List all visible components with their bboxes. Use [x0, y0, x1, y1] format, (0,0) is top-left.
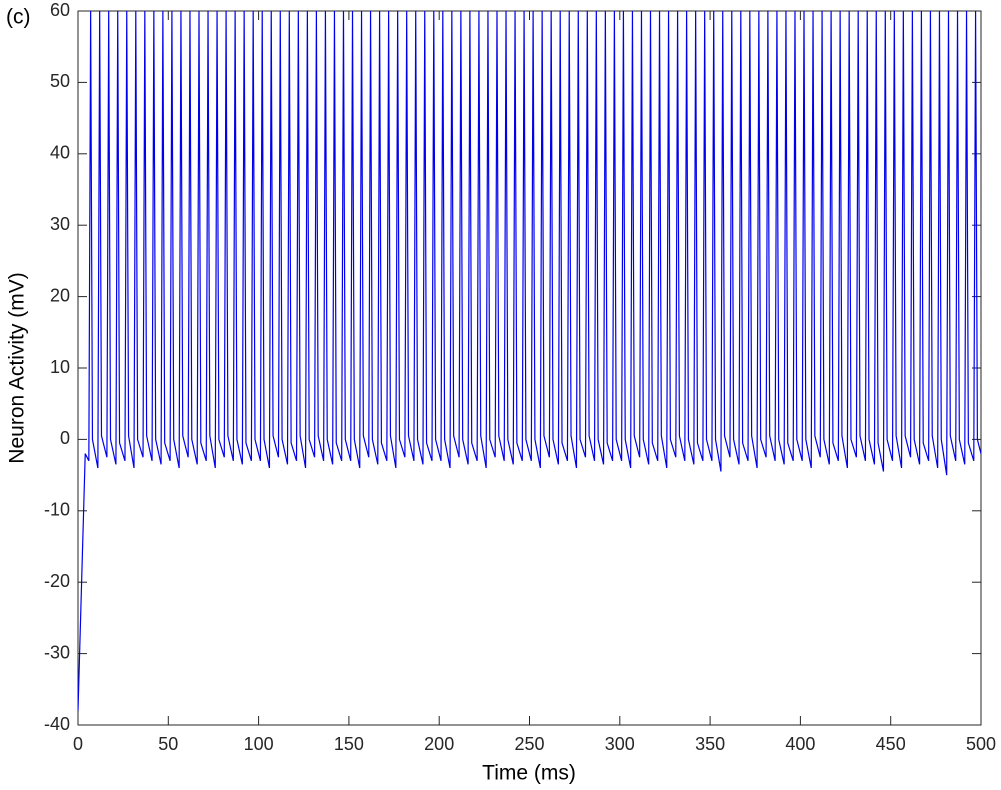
y-tick-label: 20: [50, 285, 70, 305]
y-tick-label: 0: [60, 428, 70, 448]
y-tick-label: 50: [50, 71, 70, 91]
x-tick-label: 150: [334, 734, 364, 754]
x-tick-label: 0: [73, 734, 83, 754]
x-tick-label: 250: [514, 734, 544, 754]
plot-area: [77, 10, 982, 726]
y-tick-label: 60: [50, 0, 70, 20]
x-tick-label: 500: [966, 734, 996, 754]
y-tick-label: -30: [44, 642, 70, 662]
x-tick-label: 400: [785, 734, 815, 754]
y-tick-label: 40: [50, 143, 70, 163]
y-tick-label: 10: [50, 357, 70, 377]
data-line: [78, 11, 981, 711]
y-axis-label: Neuron Activity (mV): [6, 272, 29, 463]
y-tick-label: 30: [50, 214, 70, 234]
y-tick-label: -40: [44, 714, 70, 734]
x-tick-label: 100: [244, 734, 274, 754]
x-tick-label: 300: [605, 734, 635, 754]
x-tick-label: 200: [424, 734, 454, 754]
x-tick-label: 450: [876, 734, 906, 754]
x-tick-label: 50: [158, 734, 178, 754]
y-tick-label: -10: [44, 500, 70, 520]
y-tick-label: -20: [44, 571, 70, 591]
x-axis-label: Time (ms): [482, 762, 576, 785]
panel-label: (c): [6, 6, 31, 29]
x-tick-label: 350: [695, 734, 725, 754]
